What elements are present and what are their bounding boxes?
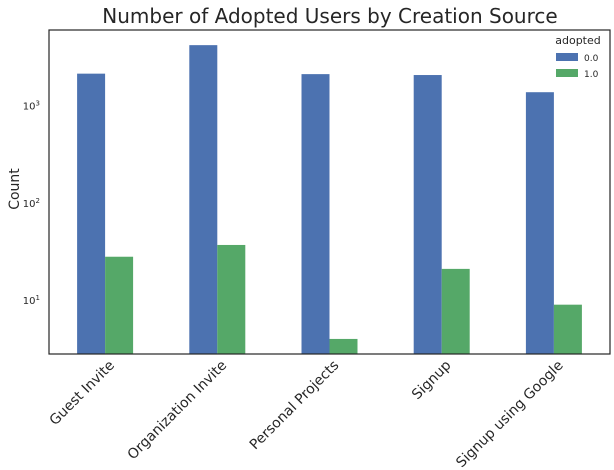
- x-ticks-group: Guest Invite Organization Invite Personal …: [47, 357, 567, 470]
- x-tick-label-0: Guest Invite: [47, 358, 118, 429]
- y-ticks-group: 101 102 103: [23, 100, 40, 308]
- bar-0.0-2: [301, 74, 330, 355]
- x-tick-label-2: Personal Projects: [247, 358, 343, 454]
- bar-0.0-3: [413, 75, 442, 354]
- y-tick-label-1: 102: [23, 197, 40, 210]
- x-tick-label-3: Signup: [409, 357, 455, 403]
- plot-frame: [48, 29, 611, 355]
- bar-0.0-1: [189, 45, 218, 355]
- bar-1.0-0: [105, 256, 134, 354]
- bar-1.0-1: [217, 244, 246, 354]
- bar-1.0-3: [441, 268, 470, 354]
- legend-swatch-0.0: [556, 53, 578, 61]
- y-tick-label-0: 101: [23, 294, 40, 307]
- bar-0.0-0: [77, 73, 106, 354]
- legend-swatch-1.0: [556, 69, 578, 77]
- x-tick-label-4: Signup using Google: [453, 358, 566, 470]
- bar-1.0-2: [329, 338, 358, 354]
- x-tick-label-1: Organization Invite: [125, 358, 231, 464]
- legend-title: adopted: [555, 34, 601, 47]
- bar-0.0-4: [525, 92, 554, 354]
- y-axis-label: Count: [7, 168, 23, 210]
- bars-group: [77, 45, 582, 355]
- chart-title: Number of Adopted Users by Creation Sour…: [102, 4, 557, 28]
- y-tick-label-2: 103: [23, 100, 40, 113]
- bar-1.0-4: [553, 304, 582, 354]
- legend-label-1.0: 1.0: [584, 70, 599, 80]
- legend: adopted 0.0 1.0: [555, 34, 601, 80]
- legend-label-0.0: 0.0: [584, 54, 599, 64]
